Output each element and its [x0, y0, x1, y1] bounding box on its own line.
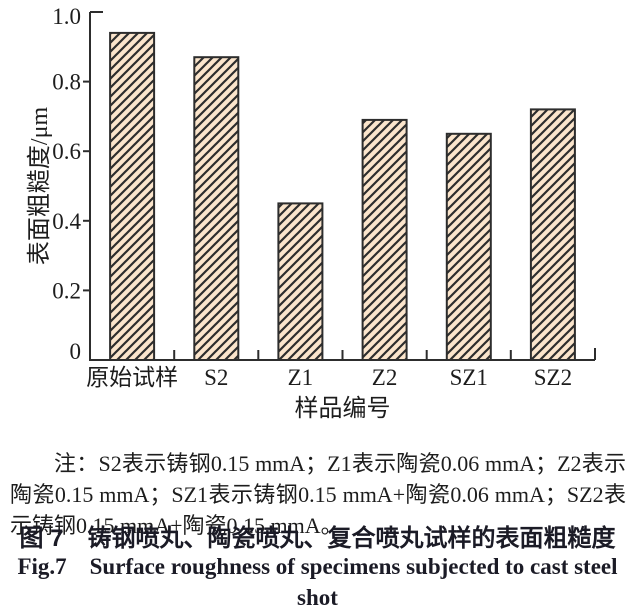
bar-SZ1	[445, 132, 492, 361]
caption-zh: 图 7 铸钢喷丸、陶瓷喷丸、复合喷丸试样的表面粗糙度	[19, 525, 616, 552]
caption-en-line1: Fig.7 Surface roughness of specimens sub…	[17, 554, 618, 610]
y-tick-label: 0.4	[52, 209, 81, 234]
y-tick-label: 0.2	[52, 278, 81, 303]
bar-SZ2	[529, 108, 576, 362]
y-axis-title: 表面粗糙度/μm	[26, 107, 53, 266]
caption-en: Fig.7 Surface roughness of specimens sub…	[0, 551, 635, 615]
y-tick-label: 0.6	[52, 139, 81, 164]
y-tick-label: 0.8	[52, 70, 81, 95]
x-category-label: Z1	[288, 365, 314, 390]
x-category-label: S2	[204, 365, 228, 390]
bar-原始试样	[109, 31, 156, 362]
bar-Z2	[361, 118, 408, 362]
x-axis-title: 样品编号	[295, 395, 391, 422]
x-category-label: SZ2	[534, 365, 572, 390]
figure-note: 注：S2表示铸钢0.15 mmA；Z1表示陶瓷0.06 mmA；Z2表示陶瓷0.…	[10, 451, 626, 538]
bar-Z1	[277, 202, 324, 361]
y-tick-label: 0	[70, 339, 82, 364]
x-category-label: 原始试样	[86, 365, 178, 390]
bar-chart-svg: 原始试样 S2 Z1 Z2 SZ1 SZ2 0 0.2 0.4 0.6 0.8 1.0 样品编号 表面粗糙…	[26, 4, 596, 422]
x-category-label: Z2	[372, 365, 398, 390]
y-tick-label: 1.0	[52, 4, 81, 29]
bar-S2	[193, 56, 240, 361]
x-category-label: SZ1	[450, 365, 488, 390]
